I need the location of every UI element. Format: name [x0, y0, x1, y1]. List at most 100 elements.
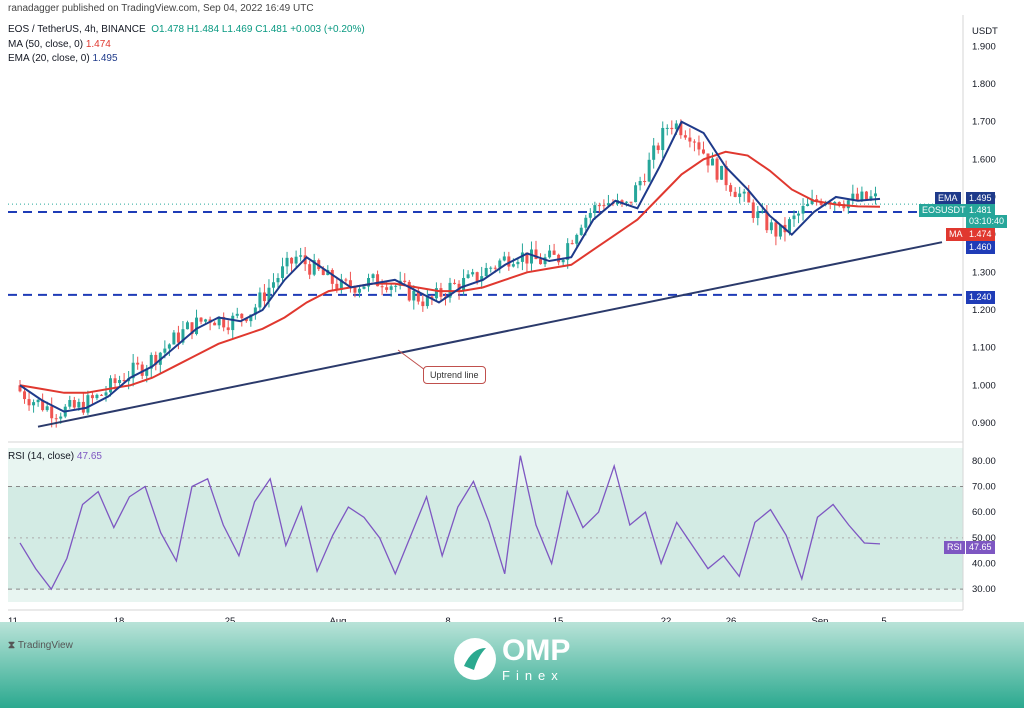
candle-body: [376, 274, 380, 287]
candle-body: [335, 283, 339, 290]
candle-body: [864, 191, 868, 200]
ema-tag-value: 1.495: [966, 192, 995, 205]
candle-body: [131, 362, 135, 379]
candle-body: [801, 206, 805, 214]
candle-body: [27, 399, 31, 406]
candle-body: [584, 217, 588, 228]
candle-body: [588, 212, 592, 218]
candle-body: [747, 191, 751, 203]
candle-body: [222, 316, 226, 328]
candle-body: [778, 224, 782, 237]
candle-body: [575, 234, 579, 244]
candle-body: [833, 202, 837, 205]
rsi-tag-label: RSI: [944, 541, 966, 554]
candle-body: [389, 286, 393, 290]
time-tick-label: Aug: [330, 616, 347, 627]
candle-body: [122, 379, 126, 382]
time-tick-label: 18: [114, 616, 125, 627]
candle-body: [806, 204, 810, 207]
candle-body: [36, 399, 40, 403]
candle-body: [656, 145, 660, 151]
candle-body: [516, 261, 520, 265]
candle-body: [471, 272, 475, 275]
ema-legend: EMA (20, close, 0) 1.495: [8, 53, 118, 64]
candle-body: [321, 269, 325, 276]
candle-body: [819, 201, 823, 205]
candle-body: [511, 264, 515, 267]
time-tick-label: 11: [8, 616, 18, 627]
candle-body: [281, 266, 285, 278]
candle-body: [217, 316, 221, 326]
candle-body: [113, 378, 117, 384]
candle-body: [711, 158, 715, 166]
rsi-tick-label: 40.00: [972, 559, 996, 570]
price-axis-unit: USDT: [972, 26, 998, 37]
candle-body: [285, 257, 289, 267]
candle-body: [548, 250, 552, 258]
candle-body: [638, 181, 642, 186]
rsi-label: RSI (14, close): [8, 451, 75, 462]
candle-body: [394, 285, 398, 287]
logo-text: OMP: [502, 634, 571, 667]
candle-body: [213, 322, 217, 326]
candle-body: [661, 127, 665, 151]
candle-body: [760, 211, 764, 213]
candle-body: [362, 286, 366, 289]
logo-subtext: Finex: [502, 668, 564, 683]
tradingview-icon: ⧗: [8, 640, 18, 651]
candle-body: [643, 181, 647, 183]
candle-body: [244, 318, 248, 322]
candle-body: [466, 274, 470, 278]
candle-body: [625, 201, 629, 203]
candle-body: [457, 283, 461, 292]
candle-body: [109, 378, 113, 393]
candle-body: [724, 165, 728, 186]
candle-body: [597, 205, 601, 207]
candle-body: [529, 249, 533, 264]
candle-body: [792, 215, 796, 220]
level-tag-1460: 1.460: [966, 241, 995, 254]
level-tag-1240: 1.240: [966, 291, 995, 304]
branding-band: [0, 622, 1024, 708]
ma-tag-value: 1.474: [966, 228, 995, 241]
candle-body: [23, 391, 27, 400]
ma-line: [19, 150, 881, 394]
price-tick-label: 1.200: [972, 305, 996, 316]
candle-body: [140, 364, 144, 376]
candle-body: [294, 256, 298, 264]
candle-body: [226, 327, 230, 331]
candle-body: [407, 281, 411, 301]
ema-tag-label: EMA: [935, 192, 961, 205]
candle-body: [480, 276, 484, 282]
candle-body: [185, 322, 189, 330]
candle-body: [751, 202, 755, 219]
candle-body: [290, 257, 294, 264]
candle-body: [190, 322, 194, 335]
candle-body: [665, 127, 669, 129]
candle-body: [706, 153, 710, 166]
candle-body: [308, 264, 312, 275]
candle-body: [439, 288, 443, 297]
candle-body: [570, 243, 574, 245]
candle-body: [701, 149, 705, 154]
candle-body: [54, 418, 58, 420]
candle-body: [163, 348, 167, 353]
candle-body: [733, 191, 737, 197]
countdown-tag: 03:10:40: [966, 215, 1008, 228]
ma-tag-label: MA: [946, 228, 966, 241]
rsi-tick-label: 70.00: [972, 482, 996, 493]
candle-body: [498, 260, 502, 268]
candle-body: [416, 290, 420, 302]
candle-body: [539, 259, 543, 265]
time-tick-label: 25: [225, 616, 236, 627]
candle-body: [720, 165, 724, 180]
candle-body: [855, 193, 859, 200]
candle-body: [267, 287, 271, 302]
candle-body: [593, 205, 597, 213]
candle-body: [176, 332, 180, 343]
candle-body: [769, 222, 773, 231]
candle-body: [679, 123, 683, 136]
candle-body: [344, 279, 348, 281]
